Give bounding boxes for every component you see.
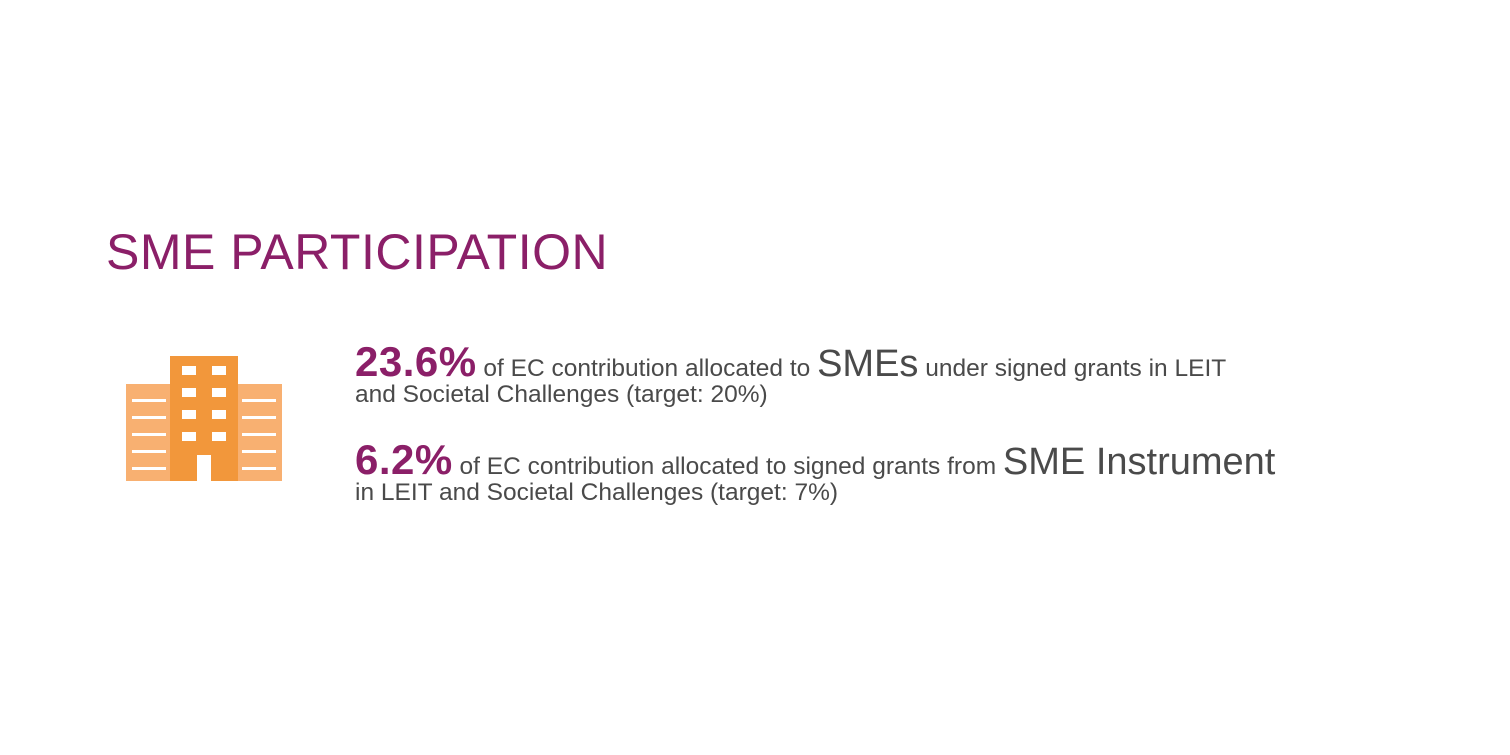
stat-emphasis: SME Instrument (1002, 441, 1276, 483)
building-left-wing (126, 384, 172, 481)
stat-value: 23.6% (355, 338, 477, 385)
stat-sme-contribution: 23.6% of EC contribution allocated to SM… (355, 334, 1415, 410)
building-icon (124, 354, 284, 484)
stat-text-line2: and Societal Challenges (target: 20%) (355, 381, 768, 408)
stats-list: 23.6% of EC contribution allocated to SM… (355, 334, 1415, 508)
stat-text-after: under signed grants in LEIT (918, 355, 1227, 382)
stat-text-line2: in LEIT and Societal Challenges (target:… (355, 479, 839, 506)
stat-value: 6.2% (355, 436, 453, 483)
stat-sme-instrument: 6.2% of EC contribution allocated to sig… (355, 432, 1415, 508)
page-title: SME PARTICIPATION (106, 224, 609, 280)
stat-text: of EC contribution allocated to (476, 355, 818, 382)
stat-text: of EC contribution allocated to signed g… (452, 453, 1003, 480)
building-right-wing (236, 384, 282, 481)
stat-emphasis: SMEs (817, 343, 919, 385)
